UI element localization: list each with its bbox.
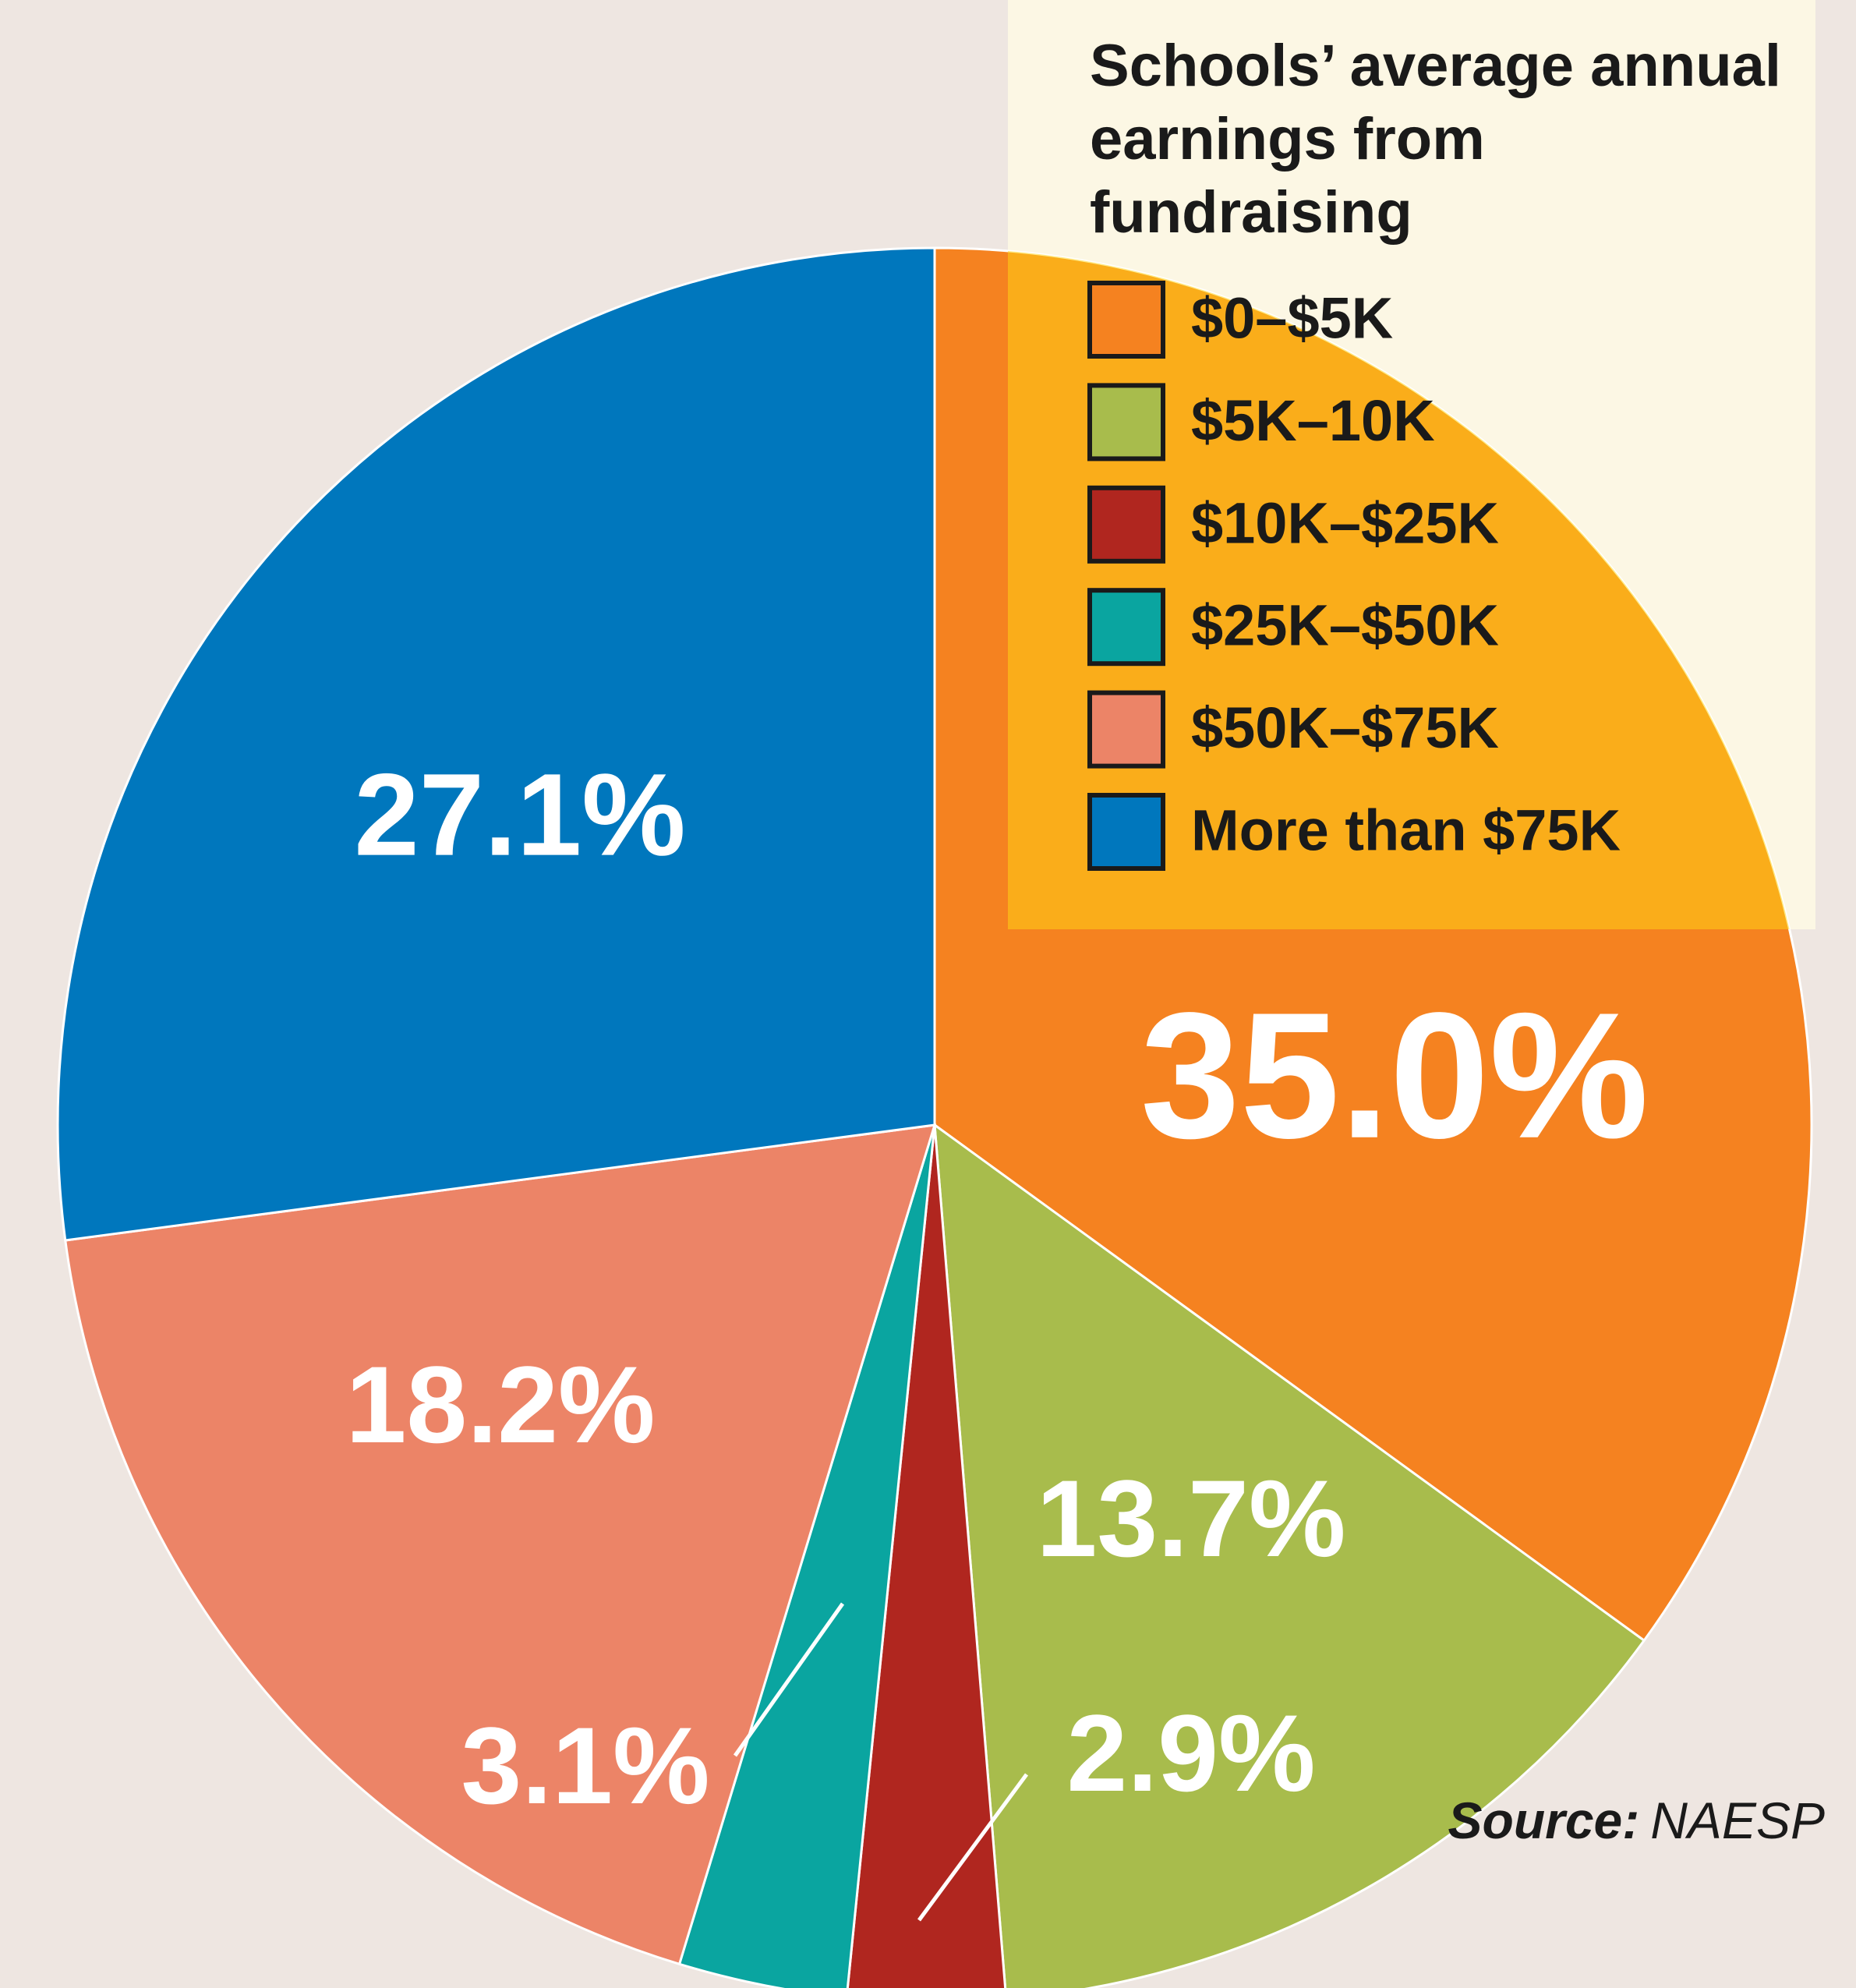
legend-swatch: [1087, 690, 1165, 769]
slice: [846, 1124, 1007, 1988]
data-label: 3.1%: [461, 1704, 709, 1827]
data-label: 18.2%: [346, 1343, 656, 1466]
legend-label: $10K–$25K: [1191, 490, 1499, 555]
source: Source: NAESP: [1448, 1792, 1825, 1849]
leader-line: [733, 1602, 845, 1757]
slice: [933, 1122, 1646, 1988]
data-label: 27.1%: [354, 749, 685, 880]
slice: [56, 246, 936, 1242]
chart-title: Schools’ average annual earnings from fu…: [1090, 33, 1782, 246]
legend-label: $25K–$50K: [1191, 593, 1499, 658]
legend-label: $0–$5K: [1191, 286, 1393, 351]
legend-label: $5K–10K: [1191, 388, 1435, 453]
data-label: 35.0%: [1140, 975, 1649, 1176]
leader-line: [917, 1773, 1029, 1922]
source-name: NAESP: [1650, 1792, 1825, 1849]
legend-swatch: [1087, 588, 1165, 667]
legend-swatch: [1087, 485, 1165, 564]
source-label: Source:: [1448, 1792, 1640, 1849]
legend-label: $50K–$75K: [1191, 695, 1499, 760]
pie: [56, 246, 1813, 1988]
slice: [64, 1123, 937, 1966]
legend-swatch: [1087, 383, 1165, 462]
data-label: 2.9%: [1066, 1692, 1315, 1814]
data-label: 13.7%: [1037, 1457, 1346, 1579]
legend-swatch: [1087, 793, 1165, 871]
legend-swatch: [1087, 281, 1165, 359]
legend-label: More than $75K: [1191, 798, 1621, 863]
